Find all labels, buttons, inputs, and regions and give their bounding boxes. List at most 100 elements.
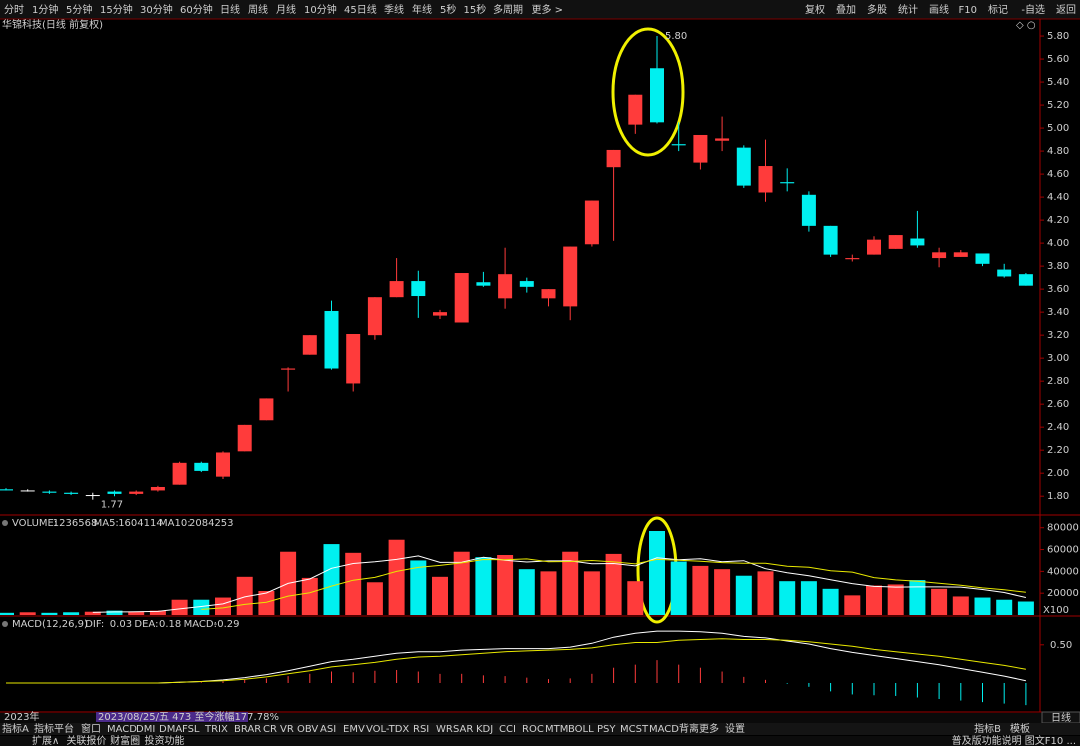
volume-bar xyxy=(583,571,600,615)
y-tick-label: 2.00 xyxy=(1047,468,1069,479)
indicator-tab[interactable]: 指标平台 xyxy=(34,722,74,735)
volume-bar xyxy=(345,552,362,615)
candle-body xyxy=(237,424,252,452)
candle-body xyxy=(281,368,296,370)
panel-icon[interactable] xyxy=(2,520,8,526)
toolbar-item[interactable]: 多周期 xyxy=(493,3,523,16)
indicator-tab[interactable]: DMA xyxy=(159,724,182,735)
indicator-tab[interactable]: PSY xyxy=(597,724,616,735)
candle-body xyxy=(194,462,209,471)
toolbar-item[interactable]: 5分钟 xyxy=(66,3,92,16)
indicator-tab[interactable]: MACD背离 xyxy=(649,722,699,735)
volume-bar xyxy=(627,581,644,615)
toolbar-item[interactable]: 45日线 xyxy=(344,3,377,16)
y-tick-label: 5.80 xyxy=(1047,31,1069,42)
indicator-tab[interactable]: 模板 xyxy=(1010,722,1030,735)
candle-body xyxy=(216,452,230,477)
candle-body xyxy=(150,486,165,491)
toolbar-item[interactable]: 1分钟 xyxy=(32,3,58,16)
toolbar-item[interactable]: F10 xyxy=(959,5,977,16)
toolbar-item[interactable]: 月线 xyxy=(276,3,296,16)
panel-header: -0.29 xyxy=(214,619,240,630)
candle-body xyxy=(324,310,339,369)
indicator-tab[interactable]: 设置 xyxy=(725,723,745,735)
candle-body xyxy=(780,182,795,184)
toolbar-item[interactable]: 标记 xyxy=(988,4,1008,16)
indicator-tab[interactable]: ASI xyxy=(320,724,336,735)
toolbar-item[interactable]: -自选 xyxy=(1021,3,1045,16)
footer-right[interactable]: 普及版功能说明 图文F10 ... xyxy=(952,734,1076,746)
panel-header: VOLUME: xyxy=(12,518,57,529)
footer-item[interactable]: 扩展∧ xyxy=(32,734,59,746)
volume-bar xyxy=(605,553,622,615)
indicator-tab[interactable]: BRAR xyxy=(234,724,261,735)
candle-body xyxy=(823,225,838,255)
indicator-tab[interactable]: VR xyxy=(280,724,294,735)
footer-item[interactable]: 财富圈 xyxy=(110,734,140,746)
panel-header: MACD(12,26,9) xyxy=(12,619,88,630)
indicator-tab[interactable]: BOLL xyxy=(568,724,594,735)
indicator-tab[interactable]: 指标B xyxy=(974,722,1001,735)
candle-body xyxy=(910,238,925,246)
indicator-tab[interactable]: ROC xyxy=(522,724,544,735)
candle-body xyxy=(0,489,13,491)
candle-body xyxy=(389,281,404,298)
toolbar-item[interactable]: 10分钟 xyxy=(304,3,337,16)
y-tick-label: 5.60 xyxy=(1047,54,1069,65)
candle-body xyxy=(932,252,947,259)
indicator-tab[interactable]: SAR xyxy=(453,724,473,735)
indicator-tab[interactable]: FSL xyxy=(182,724,200,735)
dea-line xyxy=(6,638,1026,684)
toolbar-item[interactable]: 周线 xyxy=(248,3,268,16)
toolbar-item[interactable]: 15秒 xyxy=(464,3,487,16)
volume-bar xyxy=(996,599,1013,615)
window-icons[interactable]: ◇ ○ xyxy=(1016,20,1036,31)
candle-body xyxy=(129,491,144,494)
indicator-tab[interactable]: VOL-TDX xyxy=(366,724,409,735)
y-tick-label: 1.80 xyxy=(1047,491,1069,502)
panel-header: 1604114 xyxy=(118,518,163,529)
high-label: 5.80 xyxy=(665,31,687,42)
indicator-tab[interactable]: MTM xyxy=(545,724,568,735)
period-button-label[interactable]: 日线 xyxy=(1051,711,1071,724)
candle-body xyxy=(85,495,100,497)
toolbar-item[interactable]: 日线 xyxy=(220,3,240,16)
panel-header: 0.03 xyxy=(110,619,132,630)
volume-bar xyxy=(301,577,318,615)
toolbar-item[interactable]: 季线 xyxy=(384,3,404,16)
footer-item[interactable]: 关联报价 xyxy=(66,734,106,746)
toolbar-item[interactable]: 画线 xyxy=(929,3,949,16)
toolbar-item[interactable]: 5秒 xyxy=(440,3,456,16)
indicator-tab[interactable]: WR xyxy=(436,724,453,735)
indicator-tab[interactable]: 更多 xyxy=(699,722,719,735)
indicator-tab[interactable]: EMV xyxy=(343,724,365,735)
toolbar-item[interactable]: 更多 > xyxy=(532,3,564,16)
toolbar-item[interactable]: 15分钟 xyxy=(100,3,133,16)
indicator-tab[interactable]: 指标A xyxy=(2,722,29,735)
panel-icon[interactable] xyxy=(2,621,8,627)
toolbar-item[interactable]: 多股 xyxy=(867,3,887,16)
indicator-tab[interactable]: KDJ xyxy=(476,724,493,735)
indicator-tab[interactable]: 窗口 xyxy=(81,722,101,735)
toolbar-item[interactable]: 统计 xyxy=(898,3,918,16)
toolbar-item[interactable]: 30分钟 xyxy=(140,3,173,16)
indicator-tab[interactable]: CCI xyxy=(499,724,516,735)
volume-bar xyxy=(366,582,383,615)
indicator-tab[interactable]: MACD xyxy=(107,724,137,735)
indicator-tab[interactable]: DMI xyxy=(136,724,155,735)
indicator-tab[interactable]: CR xyxy=(263,724,277,735)
y-tick-label: 3.00 xyxy=(1047,353,1069,364)
toolbar-item[interactable]: 年线 xyxy=(412,3,432,16)
footer-item[interactable]: 投资功能 xyxy=(145,734,185,746)
toolbar-item[interactable]: 60分钟 xyxy=(180,3,213,16)
volume-bar xyxy=(19,612,36,615)
panel-header: DIF: xyxy=(85,619,104,630)
toolbar-item[interactable]: 返回 xyxy=(1056,4,1076,16)
indicator-tab[interactable]: RSI xyxy=(413,724,429,735)
indicator-tab[interactable]: MCST xyxy=(620,724,649,735)
indicator-tab[interactable]: OBV xyxy=(297,724,318,735)
toolbar-item[interactable]: 分时 xyxy=(4,4,24,16)
toolbar-item[interactable]: 复权 xyxy=(805,3,825,16)
indicator-tab[interactable]: TRIX xyxy=(204,724,228,735)
toolbar-item[interactable]: 叠加 xyxy=(836,4,856,16)
